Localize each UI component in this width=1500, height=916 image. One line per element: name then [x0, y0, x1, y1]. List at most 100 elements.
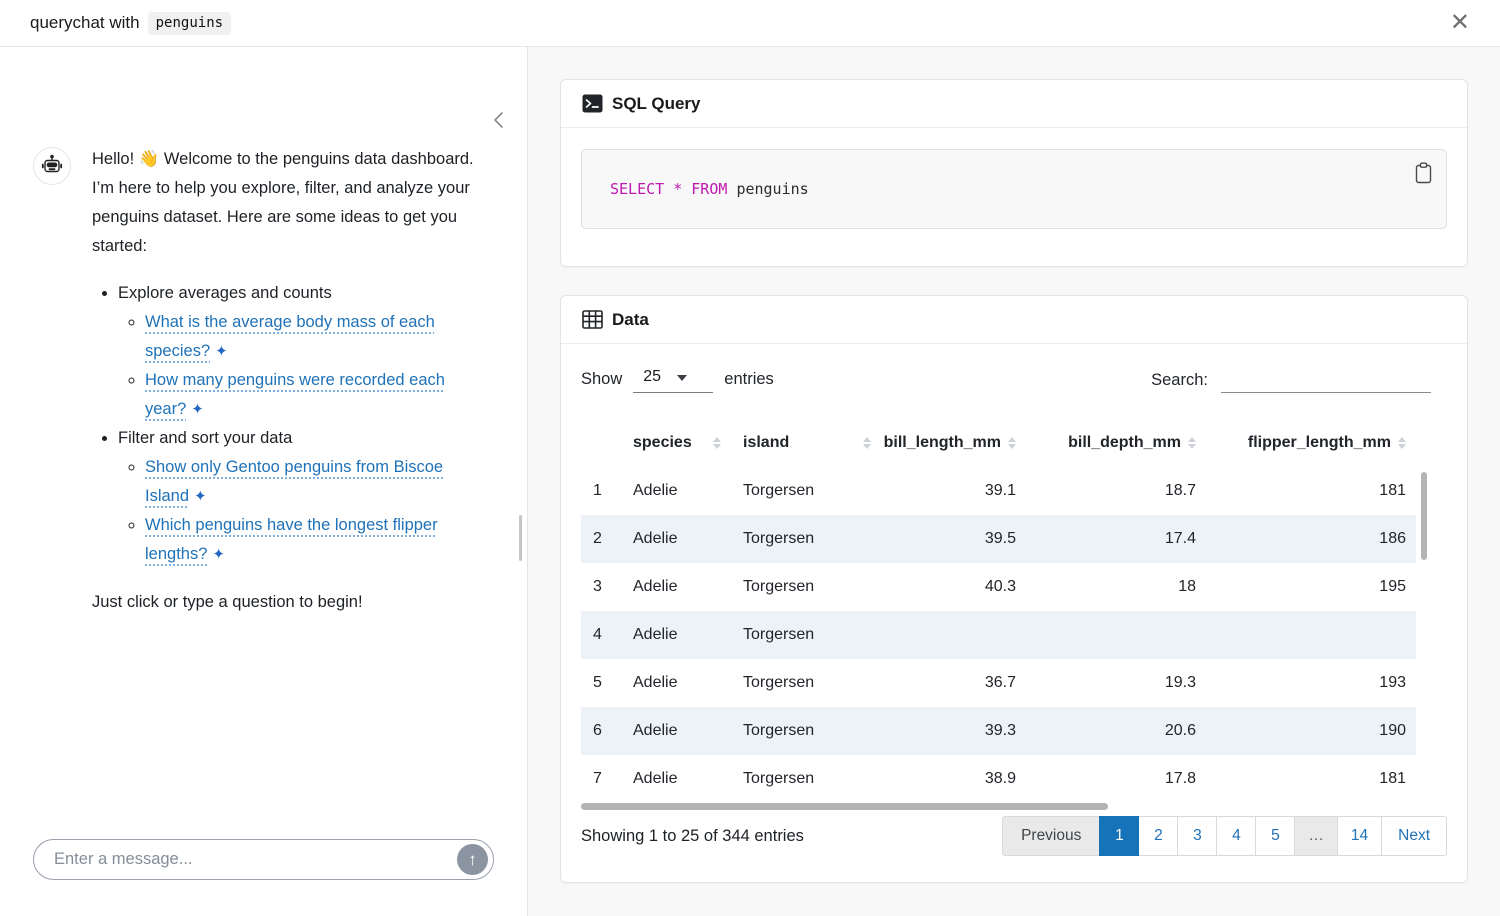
list-item: How many penguins were recorded each yea…: [145, 366, 484, 424]
close-button[interactable]: ✕: [1444, 9, 1476, 37]
page-length-control: Show 25 entries: [581, 365, 774, 393]
clipboard-icon: [1415, 162, 1432, 184]
table-row: 2 Adelie Torgersen 39.5 17.4 186: [581, 515, 1416, 563]
main-panel: SQL Query SELECT * FROM penguins: [528, 47, 1500, 916]
titlebar: querychat with penguins ✕: [0, 0, 1500, 47]
suggestion-group: Explore averages and counts What is the …: [118, 279, 484, 424]
data-card-body: Show 25 entries Search:: [561, 344, 1467, 882]
sort-icon: [713, 437, 721, 449]
sort-icon: [1398, 437, 1406, 449]
column-header-bill-depth[interactable]: bill_depth_mm: [1026, 422, 1206, 467]
list-item: Show only Gentoo penguins from Biscoe Is…: [145, 453, 484, 511]
sort-icon: [863, 437, 871, 449]
list-item: Which penguins have the longest flipper …: [145, 511, 484, 569]
table-icon: [582, 310, 603, 329]
table-info: Showing 1 to 25 of 344 entries: [581, 826, 804, 845]
sql-keyword: FROM: [691, 180, 728, 198]
list-item: What is the average body mass of each sp…: [145, 308, 484, 366]
data-table: species island bill_length_mm: [581, 422, 1416, 803]
robot-avatar: [33, 147, 71, 185]
table-row: 1 Adelie Torgersen 39.1 18.7 181: [581, 467, 1416, 515]
column-header-bill-length[interactable]: bill_length_mm: [881, 422, 1026, 467]
column-header-species[interactable]: species: [621, 422, 731, 467]
search-label: Search:: [1151, 370, 1208, 389]
suggestion-link-avg-body-mass[interactable]: What is the average body mass of each sp…: [145, 313, 435, 360]
sql-code: SELECT * FROM penguins: [610, 180, 809, 198]
table-footer: Showing 1 to 25 of 344 entries Previous …: [581, 816, 1447, 856]
sparkle-icon: ✦: [191, 401, 204, 418]
sql-card-header: SQL Query: [561, 80, 1467, 128]
next-page-button[interactable]: Next: [1381, 816, 1447, 856]
sql-keyword: SELECT: [610, 180, 665, 198]
column-header-island[interactable]: island: [731, 422, 881, 467]
row-number: 6: [581, 707, 621, 755]
data-card-header: Data: [561, 296, 1467, 344]
chevron-down-icon: [677, 375, 688, 381]
pagination: Previous 1 2 3 4 5 … 14 Next: [1002, 816, 1447, 856]
data-card: Data Show 25 entries Sear: [560, 295, 1468, 883]
chevron-left-icon: [494, 112, 503, 128]
dataset-name-chip: penguins: [147, 11, 232, 35]
sql-card-title: SQL Query: [612, 93, 701, 113]
suggestion-list: Explore averages and counts What is the …: [92, 279, 484, 569]
data-table-wrap: species island bill_length_mm: [581, 422, 1447, 810]
send-message-button[interactable]: ↑: [457, 844, 488, 875]
table-search: Search:: [1151, 367, 1431, 393]
sort-icon: [1188, 437, 1196, 449]
sidebar-scrollbar[interactable]: [519, 515, 522, 561]
row-number: 1: [593, 482, 602, 499]
row-number: 5: [593, 674, 602, 691]
row-number: 2: [581, 515, 621, 563]
assistant-message: Hello! 👋 Welcome to the penguins data da…: [33, 145, 497, 617]
suggestion-group-label: Filter and sort your data: [118, 429, 293, 447]
page-button-14[interactable]: 14: [1336, 816, 1383, 856]
title-text: querychat with: [30, 13, 140, 32]
table-row: 5 Adelie Torgersen 36.7 19.3 193: [581, 659, 1416, 707]
previous-page-button[interactable]: Previous: [1002, 816, 1101, 856]
closing-text: Just click or type a question to begin!: [92, 593, 363, 611]
sort-icon: [1008, 437, 1016, 449]
page-button-2[interactable]: 2: [1138, 816, 1179, 856]
page-size-value: 25: [643, 368, 662, 385]
horizontal-scrollbar[interactable]: [581, 803, 1108, 810]
page-size-select[interactable]: 25: [633, 365, 714, 393]
sql-code-block: SELECT * FROM penguins: [581, 149, 1447, 229]
suggestion-group: Filter and sort your data Show only Gent…: [118, 424, 484, 569]
row-number: 7: [593, 770, 602, 787]
entries-label: entries: [724, 369, 774, 388]
show-label: Show: [581, 369, 623, 388]
sparkle-icon: ✦: [215, 343, 228, 360]
search-input[interactable]: [1221, 367, 1431, 393]
chat-sidebar: Hello! 👋 Welcome to the penguins data da…: [0, 47, 528, 916]
sql-query-card: SQL Query SELECT * FROM penguins: [560, 79, 1468, 267]
suggestion-group-label: Explore averages and counts: [118, 284, 332, 302]
sparkle-icon: ✦: [212, 546, 225, 563]
page-button-5[interactable]: 5: [1255, 816, 1296, 856]
row-number: 4: [581, 611, 621, 659]
chat-message-input[interactable]: [33, 839, 494, 880]
table-row: 4 Adelie Torgersen: [581, 611, 1416, 659]
terminal-icon: [582, 94, 603, 113]
row-number-header: [581, 422, 621, 467]
page-button-4[interactable]: 4: [1216, 816, 1257, 856]
greeting-text: Hello! 👋 Welcome to the penguins data da…: [92, 150, 474, 255]
table-row: 3 Adelie Torgersen 40.3 18 195: [581, 563, 1416, 611]
table-header-row: species island bill_length_mm: [581, 422, 1416, 467]
page-title: querychat with penguins: [30, 11, 232, 35]
suggestion-link-count-per-year[interactable]: How many penguins were recorded each yea…: [145, 371, 445, 418]
vertical-scrollbar[interactable]: [1421, 472, 1427, 560]
sparkle-icon: ✦: [194, 488, 207, 505]
sql-card-body: SELECT * FROM penguins: [561, 128, 1467, 266]
data-card-title: Data: [612, 309, 649, 329]
table-row: 7 Adelie Torgersen 38.9 17.8 181: [581, 755, 1416, 803]
copy-button[interactable]: [1412, 159, 1435, 187]
robot-icon: [41, 154, 63, 173]
suggestion-link-longest-flippers[interactable]: Which penguins have the longest flipper …: [145, 516, 438, 563]
suggestion-link-gentoo-biscoe[interactable]: Show only Gentoo penguins from Biscoe Is…: [145, 458, 444, 505]
page-button-1[interactable]: 1: [1099, 816, 1140, 856]
table-row: 6 Adelie Torgersen 39.3 20.6 190: [581, 707, 1416, 755]
column-header-flipper-length[interactable]: flipper_length_mm: [1206, 422, 1416, 467]
page-button-3[interactable]: 3: [1177, 816, 1218, 856]
page-ellipsis: …: [1294, 816, 1338, 856]
collapse-sidebar-button[interactable]: [487, 107, 511, 133]
